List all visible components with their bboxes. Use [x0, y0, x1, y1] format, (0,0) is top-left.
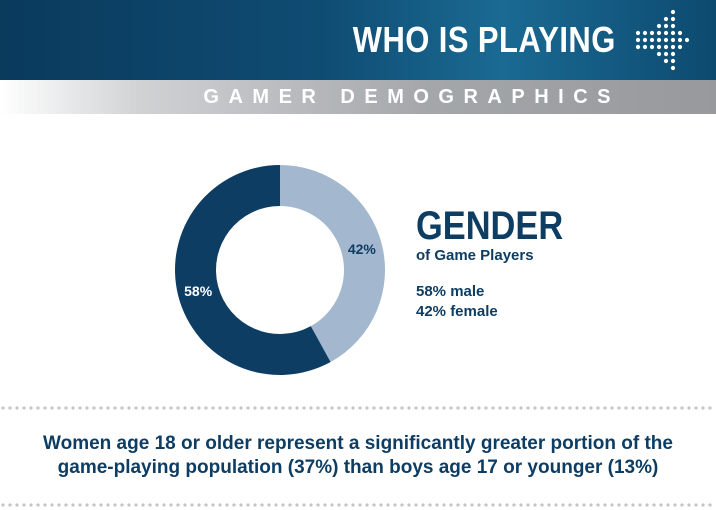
donut-slice-58 [175, 165, 331, 375]
donut-label-42: 42% [348, 241, 377, 257]
divider-bottom [1, 503, 712, 507]
subtitle-banner: GAMER DEMOGRAPHICS [0, 80, 716, 114]
page-title: WHO IS PLAYING [353, 19, 616, 60]
header-banner: WHO IS PLAYING [0, 0, 716, 80]
legend-item-female: 42% female [416, 303, 498, 320]
chart-title: GENDER [416, 204, 564, 248]
gender-donut-chart: 42% 58% [175, 165, 386, 375]
legend-item-male: 58% male [416, 283, 485, 300]
chart-subtitle: of Game Players [416, 247, 534, 264]
caption: Women age 18 or older represent a signif… [20, 432, 696, 480]
page-subtitle: GAMER DEMOGRAPHICS [203, 86, 620, 108]
donut-label-58: 58% [184, 283, 213, 299]
donut-slice-42 [280, 165, 386, 363]
caption-line-2: game-playing population (37%) than boys … [57, 457, 659, 478]
caption-line-1: Women age 18 or older represent a signif… [43, 433, 673, 454]
dotted-arrow-icon [635, 9, 690, 71]
divider-top [1, 406, 712, 410]
chart-legend: GENDER of Game Players 58% male 42% fema… [416, 205, 587, 322]
